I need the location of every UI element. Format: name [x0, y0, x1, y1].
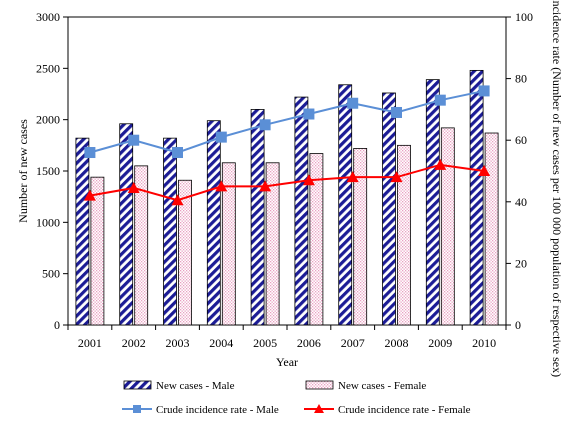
line-male-point-2006	[303, 108, 315, 120]
legend-label-male-line: Crude incidence rate - Male	[156, 404, 279, 416]
tick-label-x-2003: 2003	[166, 336, 190, 350]
legend-label-male-bar: New cases - Male	[156, 380, 235, 392]
bar-male-2005	[250, 109, 265, 326]
y-axis-title-right: Crude incidence rate (Number of new case…	[550, 0, 564, 377]
line-male-point-2001	[84, 147, 96, 159]
tick-label-left-1500: 1500	[36, 164, 60, 178]
tick-label-x-2006: 2006	[297, 336, 321, 350]
line-male-point-2007	[347, 97, 359, 109]
line-male-point-2009	[434, 94, 446, 106]
tick-label-left-2000: 2000	[36, 113, 60, 127]
line-male-point-2010	[478, 85, 490, 97]
plot-area	[67, 16, 507, 326]
bars-male	[75, 69, 484, 326]
tick-label-left-0: 0	[54, 318, 60, 332]
y-axis-title-left: Number of new cases	[16, 119, 30, 223]
axis-right: 0 20 40 60 80 100	[506, 10, 533, 332]
bar-male-2009	[425, 79, 440, 326]
line-female-point-2003	[171, 194, 184, 206]
line-male	[84, 85, 490, 159]
tick-label-left-2500: 2500	[36, 61, 60, 75]
bar-female-2003	[178, 179, 192, 326]
bar-male-2007	[338, 84, 353, 326]
bar-female-2002	[134, 165, 149, 326]
line-male-point-2004	[215, 131, 227, 143]
tick-label-right-0: 0	[515, 318, 521, 332]
bar-male-2008	[382, 92, 396, 326]
bar-female-2010	[484, 132, 499, 326]
bar-female-2008	[397, 144, 411, 326]
bar-male-2006	[294, 96, 309, 326]
bar-female-2009	[440, 127, 455, 326]
legend-swatch-male-bar	[123, 380, 152, 390]
tick-label-left-500: 500	[42, 267, 60, 281]
tick-label-x-2007: 2007	[341, 336, 365, 350]
bar-female-2007	[353, 148, 368, 326]
axis-left: 0 500 1000 1500 2000 2500 3000	[36, 10, 68, 332]
line-female-point-2010	[478, 165, 491, 176]
line-female-point-2008	[390, 171, 403, 183]
legend-marker-male-line	[133, 405, 141, 413]
line-male-path	[89, 89, 485, 154]
bar-male-2003	[163, 137, 177, 326]
line-female-point-2001	[83, 189, 96, 201]
line-male-point-2003	[172, 147, 183, 159]
axis-x: 2001 2002 2003 2004 2005 2006 2007 2008 2009 2010	[67, 325, 507, 350]
legend-swatch-female-bar	[305, 380, 334, 390]
bar-female-2004	[221, 162, 236, 326]
line-female-point-2006	[302, 174, 315, 186]
bar-male-2001	[75, 137, 90, 326]
bar-female-2001	[90, 176, 105, 326]
bar-female-2006	[309, 153, 324, 326]
line-female-point-2005	[259, 180, 272, 192]
bar-male-2004	[206, 120, 221, 326]
legend-label-female-bar: New cases - Female	[338, 380, 426, 392]
line-female-point-2002	[127, 181, 140, 193]
tick-label-x-2010: 2010	[472, 336, 496, 350]
bar-female-2005	[265, 162, 280, 326]
tick-label-left-1000: 1000	[36, 215, 60, 229]
legend-label-female-line: Crude incidence rate - Female	[338, 404, 471, 416]
line-male-point-2008	[391, 106, 402, 118]
tick-label-x-2002: 2002	[122, 336, 146, 350]
bar-male-2010	[469, 69, 484, 326]
line-female-point-2009	[434, 158, 447, 170]
line-male-point-2005	[259, 119, 271, 131]
bars-female	[90, 127, 499, 326]
tick-label-x-2008: 2008	[385, 336, 409, 350]
tick-label-x-2005: 2005	[253, 336, 277, 350]
tick-label-right-80: 80	[515, 72, 527, 86]
tick-label-right-20: 20	[515, 256, 527, 270]
tick-label-right-100: 100	[515, 10, 533, 24]
bar-male-2002	[119, 123, 134, 326]
plot-frame	[67, 16, 507, 326]
tick-label-x-2004: 2004	[209, 336, 233, 350]
line-female-path	[89, 163, 485, 202]
tick-label-x-2009: 2009	[428, 336, 452, 350]
line-female	[83, 158, 491, 206]
x-axis-title: Year	[276, 355, 298, 369]
line-female-point-2007	[346, 171, 359, 183]
line-male-point-2002	[128, 134, 140, 146]
tick-label-right-60: 60	[515, 133, 527, 147]
legend-marker-female-line	[314, 404, 324, 413]
line-female-point-2004	[215, 180, 228, 192]
tick-label-x-2001: 2001	[78, 336, 102, 350]
tick-label-right-40: 40	[515, 195, 527, 209]
legend: New cases - Male New cases - Female Crud…	[122, 380, 471, 416]
tick-label-left-3000: 3000	[36, 10, 60, 24]
